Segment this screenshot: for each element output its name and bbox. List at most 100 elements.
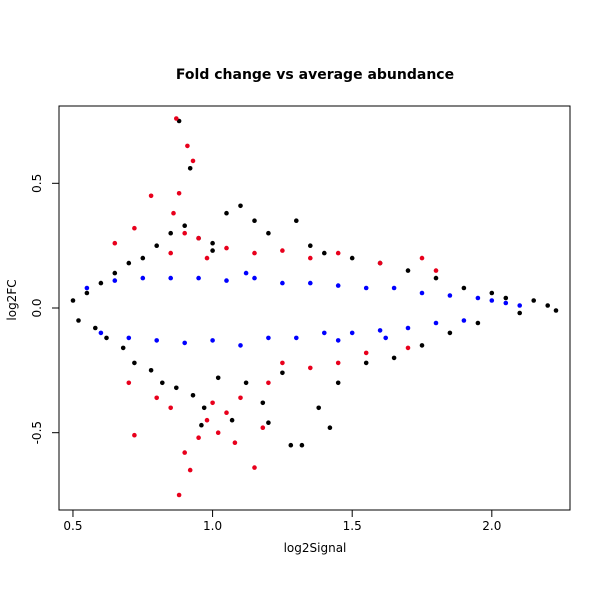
data-point [229,417,235,423]
data-point [349,330,355,336]
data-point [84,290,90,296]
data-point [182,230,187,236]
data-point [433,275,439,281]
data-point [224,245,229,251]
data-point [489,298,495,303]
data-point [335,360,341,366]
x-axis-label: log2Signal [284,541,347,555]
data-point [154,243,159,248]
data-point [190,393,196,398]
data-point [196,435,201,441]
data-point [419,255,425,261]
data-point [419,290,425,296]
data-point [190,158,196,164]
data-point [238,343,243,348]
data-point [475,295,481,301]
data-point [224,210,229,216]
data-point [104,335,109,341]
data-point [266,420,271,426]
data-point [171,210,176,216]
data-point [204,255,210,261]
data-point [140,255,146,261]
data-point [176,191,182,196]
data-point [187,166,193,171]
data-point [280,248,285,253]
data-point [112,270,118,276]
x-tick-label: 1.5 [343,519,362,533]
data-point [322,330,327,336]
x-axis: 0.5 1.0 1.5 2.0 [63,509,501,533]
data-point [503,295,509,301]
data-point [553,308,559,313]
data-point [299,442,305,448]
data-point [260,400,266,406]
data-point [174,116,179,121]
data-point [126,260,132,266]
data-point [174,385,179,391]
y-axis-label: log2FC [5,279,19,320]
data-point [447,293,453,298]
data-point [112,240,118,246]
data-point [215,375,221,381]
data-point [168,230,173,236]
data-point [252,275,257,281]
data-point [120,345,126,351]
data-point [349,255,355,261]
data-point [335,283,341,288]
data-point [112,278,118,283]
data-point [204,417,210,423]
data-point [433,268,439,273]
data-point [140,275,146,281]
data-point [433,320,439,326]
data-point [168,405,173,411]
data-point [503,300,509,306]
data-point [294,218,299,223]
data-point [266,380,271,386]
data-point [232,440,238,446]
data-point [475,320,481,326]
data-point [176,492,182,498]
data-point [70,298,76,303]
data-point [160,380,165,386]
data-point [335,250,341,256]
x-tick-label: 0.5 [63,519,82,533]
data-point [280,280,285,286]
data-point [224,278,229,283]
data-point [308,280,313,286]
data-point [391,355,397,361]
data-point [405,268,411,273]
data-point [266,230,271,236]
data-point [461,318,467,323]
data-point [154,338,159,343]
y-axis: -0.5 0.0 0.5 [30,174,60,444]
data-point [126,335,132,341]
y-tick-label: 0.5 [30,174,44,193]
data-point [196,235,201,241]
data-point [132,225,137,231]
x-tick-label: 1.0 [203,519,222,533]
data-point [308,365,313,371]
data-point [335,338,341,343]
data-point [377,260,383,266]
data-point [531,298,536,303]
data-point [224,410,229,416]
data-point [363,350,369,356]
data-point [196,275,201,281]
data-point [260,425,266,431]
data-point [199,422,204,428]
data-point [252,250,257,256]
data-point [316,405,322,411]
data-point [210,248,215,253]
x-tick-label: 2.0 [482,519,501,533]
data-point [363,360,369,366]
data-point [391,285,397,291]
data-points [70,116,559,498]
data-point [84,285,90,291]
data-point [98,280,104,286]
data-point [322,250,327,256]
data-point [215,430,221,436]
data-point [238,203,243,209]
data-point [327,425,333,431]
data-point [168,250,173,256]
data-point [210,240,215,246]
